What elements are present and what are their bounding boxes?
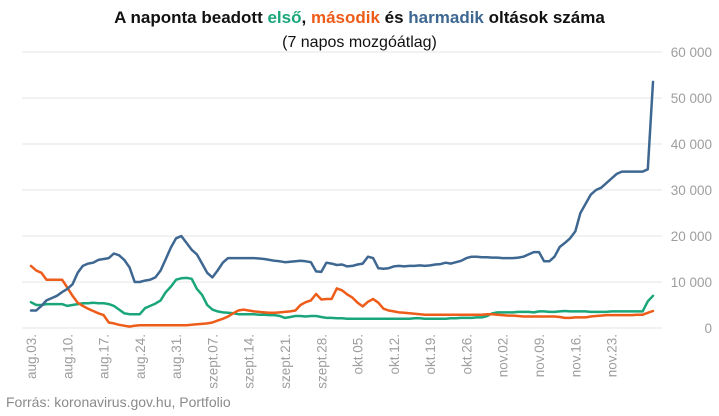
y-tick-label: 30 000 [671,183,712,198]
x-tick-label: nov.09. [532,334,547,377]
title-sep-2: és [379,8,409,27]
title-second-label: második [310,8,380,27]
series-lines [29,80,655,328]
x-tick-label: aug.31. [169,334,184,379]
x-tick-label: aug.17. [97,334,112,379]
x-tick-label: aug.10. [60,334,75,379]
y-axis-ticks: 0 10 000 20 000 30 000 40 000 50 000 60 000 [671,45,712,336]
series-line-első [29,276,655,321]
y-tick-label: 60 000 [671,45,712,60]
x-tick-label: okt.26. [459,334,474,375]
chart-title: A naponta beadott első, második és harma… [0,8,719,28]
x-tick-label: nov.23. [605,334,620,377]
title-part-1: A naponta beadott [114,8,268,27]
x-tick-label: szept.28. [314,334,329,389]
x-tick-label: szept.14. [242,334,257,389]
title-first-label: első [267,8,302,27]
series-line-harmadik [29,80,655,312]
x-tick-label: okt.19. [423,334,438,375]
x-tick-label: okt.12. [387,334,402,375]
gridlines [22,51,662,329]
y-tick-label: 50 000 [671,91,712,106]
y-tick-label: 20 000 [671,229,712,244]
y-tick-label: 10 000 [671,275,712,290]
x-tick-label: okt.05. [351,334,366,375]
title-sep-1: , [301,8,311,27]
chart-subtitle: (7 napos mozgóátlag) [282,34,437,51]
x-tick-label: aug.24. [133,334,148,379]
title-part-2: oltások száma [483,8,605,27]
x-tick-label: szept.21. [278,334,293,389]
y-tick-label: 0 [704,321,712,336]
x-axis-ticks: aug.03. aug.10. aug.17. aug.24. aug.31. szept… [24,334,620,389]
x-tick-label: szept.07. [205,334,220,389]
title-third-label: harmadik [408,8,484,27]
x-tick-label: nov.16. [568,334,583,377]
y-tick-label: 40 000 [671,137,712,152]
x-tick-label: aug.03. [24,334,39,379]
x-tick-label: nov.02. [496,334,511,377]
source-note: Forrás: koronavirus.gov.hu, Portfolio [6,394,231,410]
series-line-második [29,264,655,328]
